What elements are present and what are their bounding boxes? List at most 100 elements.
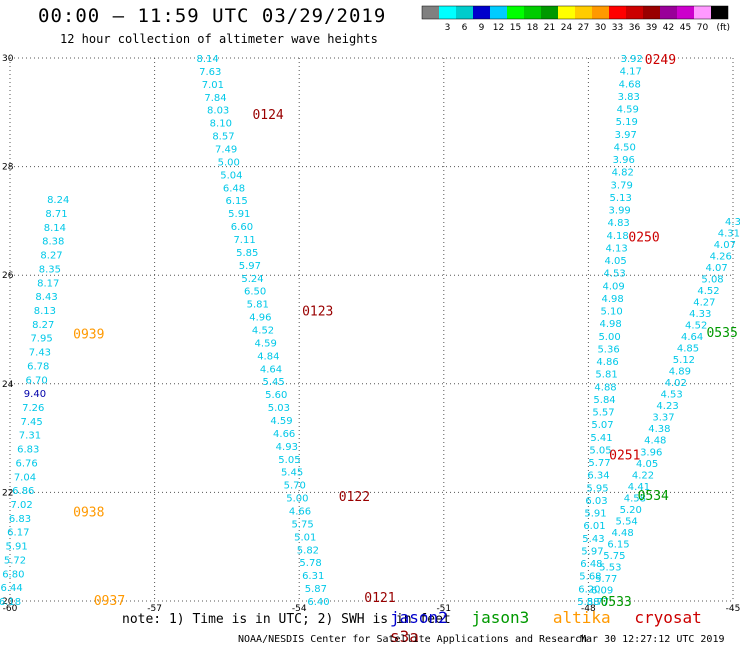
colorbar-label: 70 [697,23,709,33]
swh-value: 5.04 [220,170,242,181]
swh-value: 5.13 [610,193,632,204]
swh-value: 8.38 [42,237,64,248]
swh-value: 5.07 [591,420,613,431]
time-label: 0534 [638,489,669,504]
swh-value: 5.01 [294,532,316,543]
colorbar-cell [575,6,592,19]
swh-value: 5.81 [595,370,617,381]
colorbar-cell [660,6,677,19]
time-label: 0251 [609,448,640,463]
swh-value: 5.88 [577,597,599,608]
chart-grid [9,57,734,602]
swh-value: 5.81 [247,300,269,311]
y-tick-label: 28 [2,163,14,173]
time-label: 0938 [73,505,104,520]
swh-value: 7.63 [199,67,221,78]
swh-value: 5.77 [587,597,609,608]
swh-value: 5.00 [218,157,240,168]
swh-value: 7.02 [11,500,33,511]
swh-value: 6.44 [1,583,23,594]
swh-value: 4.64 [681,332,703,343]
swh-value: 5.97 [581,546,603,557]
footer-credit: NOAA/NESDIS Center for Satellite Applica… [238,634,588,645]
swh-value: 6.83 [9,514,31,525]
swh-value: 4.89 [669,367,691,378]
swh-value: 5.75 [603,551,625,562]
mission-legend: jason2 jason3 altika cryosat s3a [390,608,740,646]
swh-value: 7.84 [204,93,226,104]
swh-value: 4.82 [612,168,634,179]
x-tick-label: -45 [726,604,740,614]
colorbar-cell [558,6,575,19]
colorbar-unit: (ft) [716,23,730,33]
swh-value: 4.59 [270,416,292,427]
colorbar-cell [677,6,694,19]
colorbar-cell [541,6,558,19]
colorbar-label: 12 [493,23,504,33]
swh-value: 5.05 [278,455,300,466]
swh-value: 5.91 [6,542,28,553]
swh-value: 3.97 [615,130,637,141]
swh-value: 4.52 [685,321,707,332]
page-title: 00:00 — 11:59 UTC 03/29/2019 [38,5,387,27]
colorbar-cell [456,6,473,19]
colorbar-label: 27 [578,23,589,33]
swh-value: 4.53 [603,269,625,280]
swh-value: 5.19 [616,117,638,128]
swh-value: 5.95 [586,483,608,494]
time-label: 0121 [364,591,395,606]
legend-jason3: jason3 [471,608,530,627]
swh-value: 4.38 [648,424,670,435]
swh-value: 9.40 [24,389,46,400]
swh-value: 5.24 [241,274,263,285]
x-tick-label: -54 [292,604,307,614]
swh-value: 7.01 [202,80,224,91]
swh-value: 5.10 [600,307,622,318]
swh-value: 4.17 [620,67,642,78]
time-label: 0533 [600,595,631,610]
swh-value: 3.96 [640,447,662,458]
swh-value: 4.85 [677,344,699,355]
colorbar-cell [439,6,456,19]
x-tick-label: -51 [436,604,451,614]
swh-value: 8.24 [47,195,69,206]
swh-value: 4.83 [608,218,630,229]
colorbar-cell [626,6,643,19]
swh-value: 7.45 [20,417,42,428]
page-subtitle: 12 hour collection of altimeter wave hei… [60,32,378,46]
footer-timestamp: Mar 30 12:27:12 UTC 2019 [580,634,725,645]
colorbar-label: 24 [561,23,573,33]
y-tick-label: 24 [2,380,14,390]
swh-value: 5.12 [673,355,695,366]
swh-value: 7.26 [22,403,44,414]
swh-value: 5.41 [590,433,612,444]
swh-value: 4.33 [689,309,711,320]
swh-value: 8.57 [212,132,234,143]
swh-value: 8.13 [34,306,56,317]
swh-value: 7.04 [14,472,36,483]
colorbar-label: 39 [646,23,658,33]
swh-value: 4.66 [289,507,311,518]
colorbar-cell [507,6,524,19]
time-label: 0937 [94,594,125,609]
swh-value: 3.99 [609,206,631,217]
swh-value: 8.35 [39,264,61,275]
swh-value: 5.08 [701,274,723,285]
swh-value: 6.18 [0,597,21,608]
time-label: 0123 [302,304,333,319]
swh-value: 6.40 [307,597,329,608]
swh-value: 6.15 [226,196,248,207]
swh-value: 8.27 [40,251,62,262]
colorbar-label: 33 [612,23,623,33]
swh-value: 5.70 [284,481,306,492]
colorbar-cell [711,6,728,19]
swh-value: 6.83 [17,445,39,456]
legend-s3a: s3a [390,627,419,646]
swh-value: 4.41 [628,482,650,493]
swh-value: 3.37 [652,413,674,424]
swh-value: 4.59 [255,338,277,349]
swh-value: 4.05 [636,459,658,470]
swh-value: 5.03 [268,403,290,414]
swh-value: 5.57 [592,408,614,419]
